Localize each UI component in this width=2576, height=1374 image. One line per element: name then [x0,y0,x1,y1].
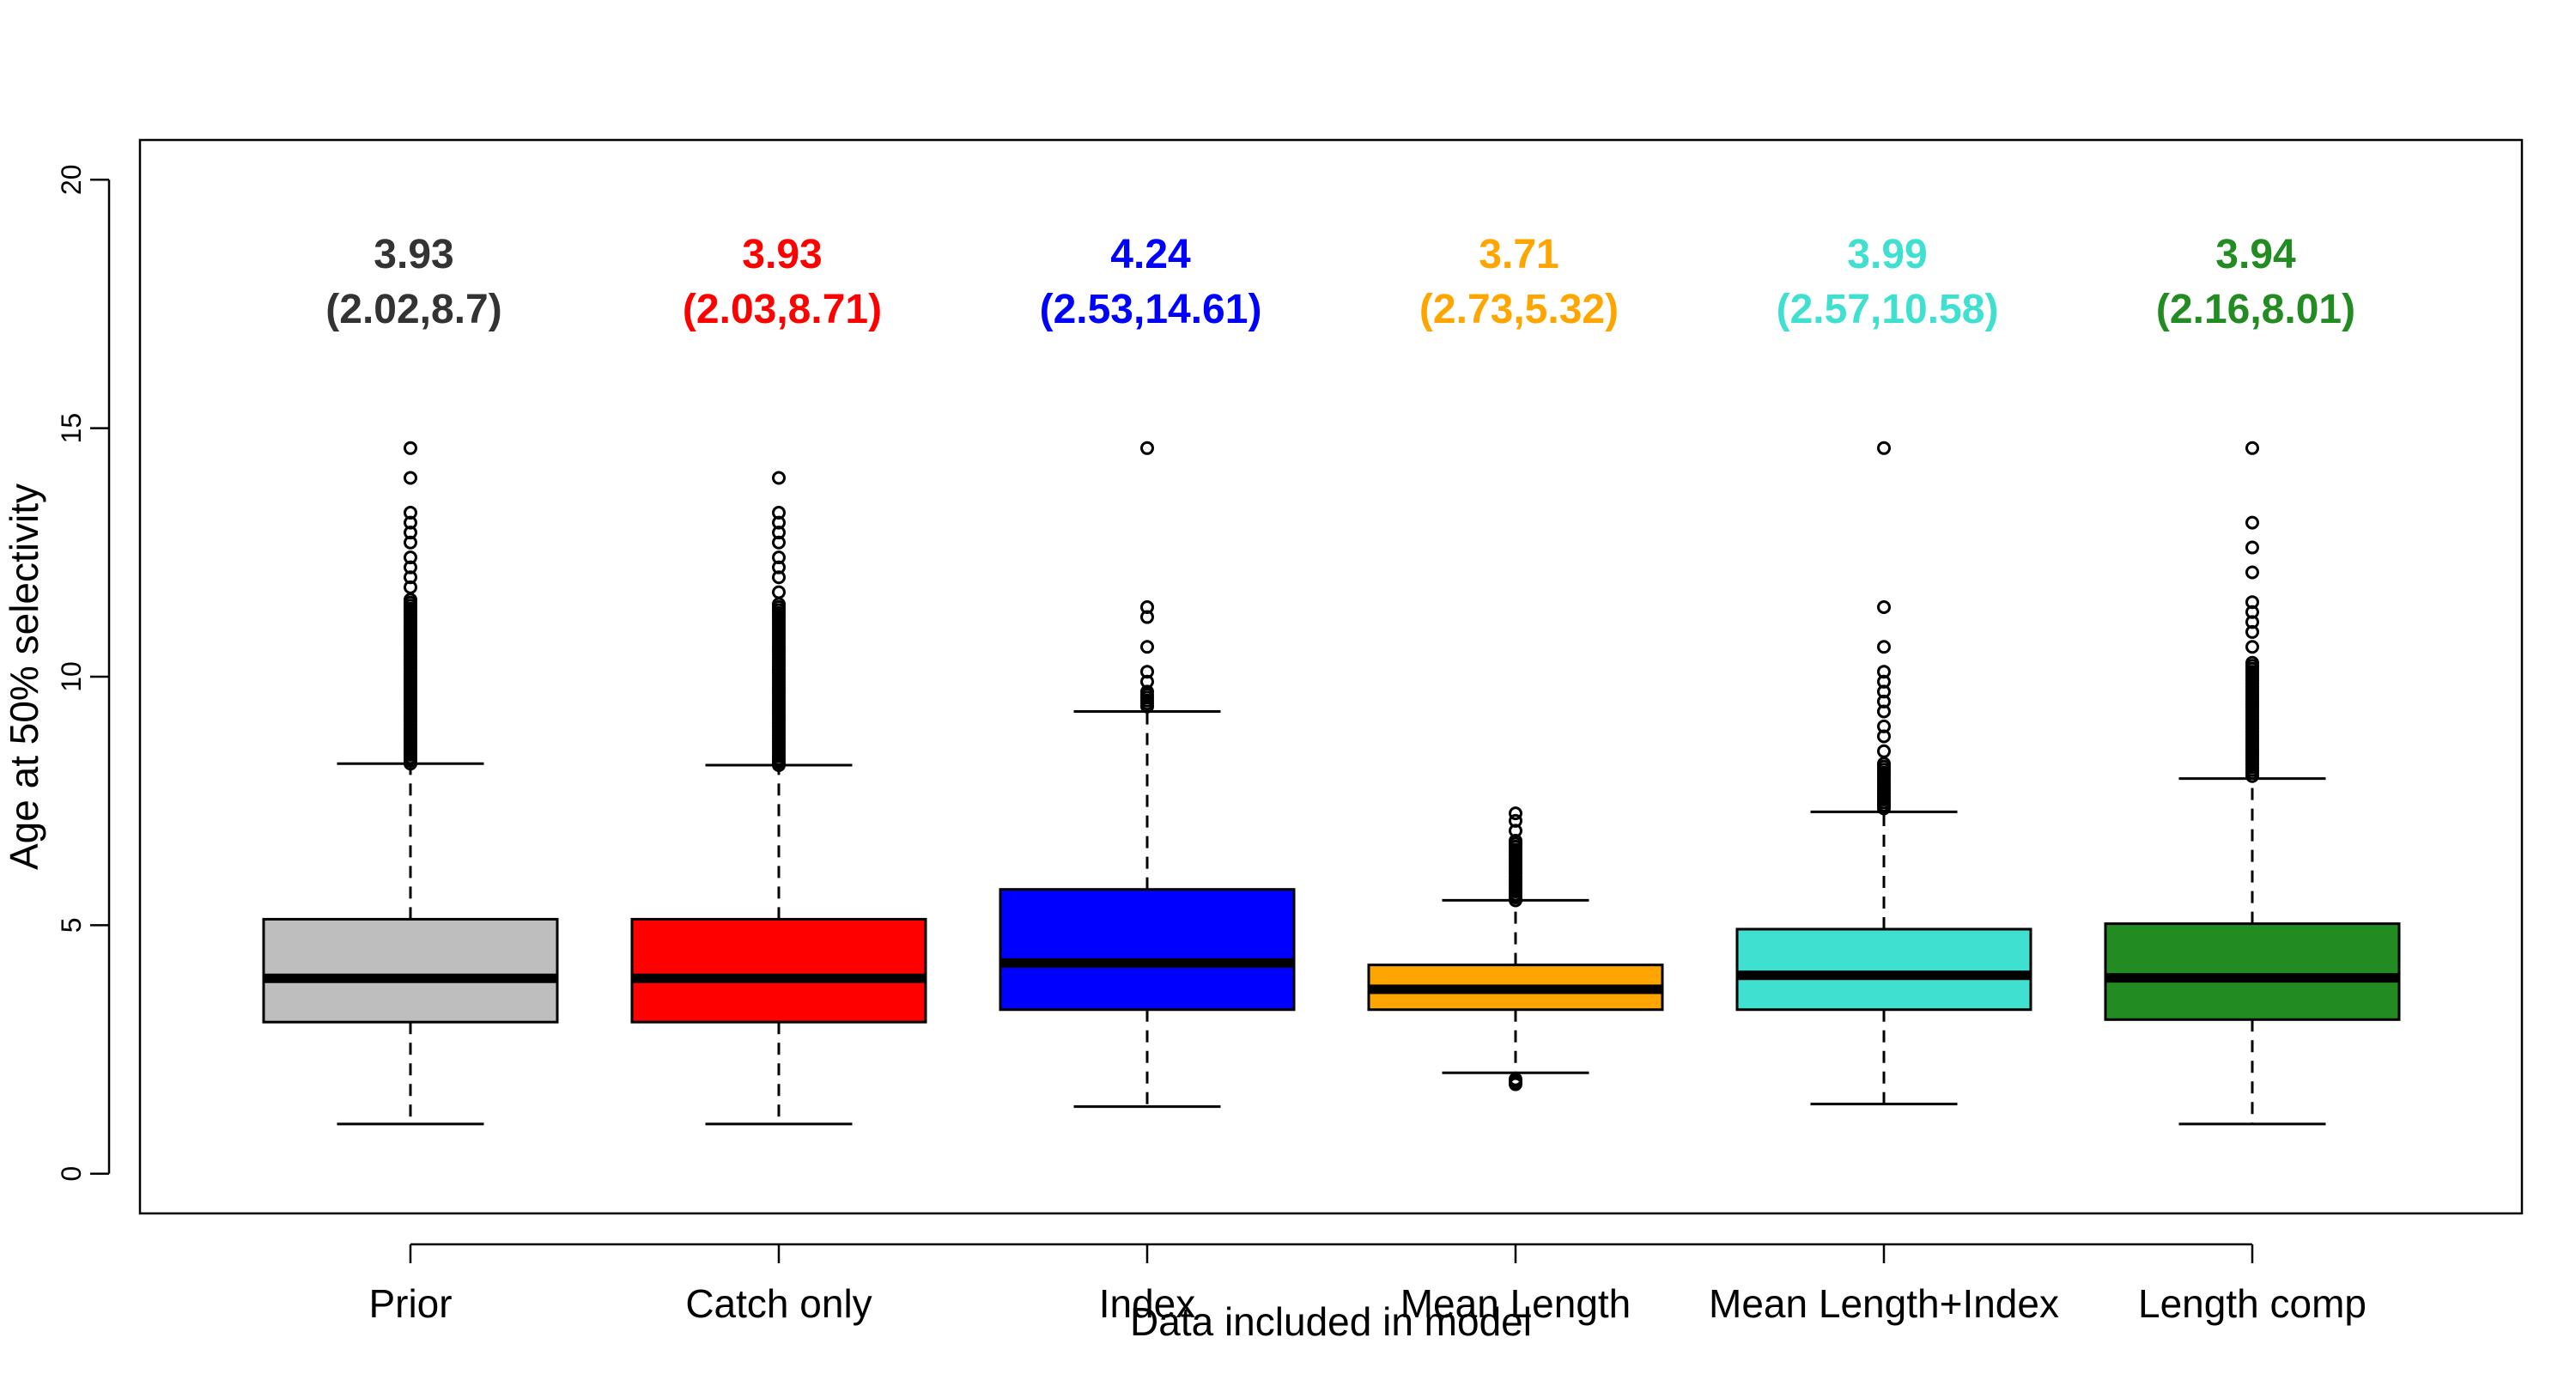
outlier-point [772,585,786,599]
outlier-point [1877,719,1891,733]
x-axis: Prior Catch only Index Mean Length Mean Leng… [368,1243,2366,1326]
outlier-point [1877,640,1891,654]
interval-annotation: (2.03,8.71) [683,287,882,332]
interval-annotation: (2.16,8.01) [2156,287,2355,332]
box-iqr [2104,922,2401,1021]
outlier-point [772,471,786,485]
y-axis: 0 5 10 15 20 [56,164,111,1182]
outlier-point [1509,813,1522,828]
y-tick-label: 15 [56,413,87,444]
outlier-point [772,550,786,565]
interval-annotation: (2.57,10.58) [1777,287,1999,332]
outlier-point [2245,595,2259,610]
box-group [2104,441,2401,1126]
outlier-point [2245,540,2259,555]
y-tick-label: 5 [56,917,87,933]
outlier-point [1140,441,1154,455]
outlier-point [2245,441,2259,455]
box-iqr [1735,927,2032,1012]
x-tick-label: Mean Length+Index [1709,1281,2059,1326]
median-annotation: 3.99 [1847,232,1927,277]
outlier-point [1877,599,1891,614]
outlier-point [404,550,417,565]
box-iqr [630,917,927,1024]
median-annotation: 3.94 [2215,232,2296,277]
boxplot-series [262,441,2401,1126]
x-tick-label: Prior [368,1281,452,1326]
box-iqr [262,917,559,1024]
box-group [630,471,927,1126]
x-axis-title: Data included in model [1130,1299,1532,1344]
box-group [1367,806,1664,1091]
median-annotation: 4.24 [1110,232,1191,277]
outlier-point [2245,565,2259,580]
outlier-point [1140,640,1154,654]
median-annotation: 3.71 [1479,232,1558,277]
outlier-point [1509,806,1522,821]
box-iqr [999,888,1296,1012]
outlier-point [2245,640,2259,654]
y-axis-title: Age at 50% selectivity [2,483,46,870]
outlier-point [1877,441,1891,455]
outlier-point [772,506,786,520]
x-tick-label: Mean Length [1400,1281,1631,1326]
outlier-point [2245,655,2259,670]
x-tick-label: Length comp [2138,1281,2366,1326]
outlier-point [404,471,417,485]
outlier-point [1877,665,1891,679]
outlier-point [404,506,417,520]
box-group [1735,441,2032,1106]
y-tick-label: 0 [56,1166,87,1182]
interval-annotation: (2.53,14.61) [1040,287,1262,332]
outlier-point [1877,744,1891,758]
box-group [262,441,559,1126]
outlier-point [1509,1072,1522,1086]
x-tick-label: Catch only [685,1281,872,1326]
y-tick-label: 10 [56,661,87,692]
y-tick-label: 20 [56,164,87,195]
outlier-point [1140,665,1154,679]
outlier-point [2245,515,2259,530]
interval-annotation: (2.73,5.32) [1419,287,1619,332]
box-group [999,441,1296,1109]
outlier-point [1140,599,1154,614]
median-annotation: 3.93 [742,232,822,277]
summary-annotations: 3.93 (2.02,8.7) 3.93 (2.03,8.71) 4.24 (2.53,1… [325,232,2355,332]
outlier-point [404,441,417,455]
interval-annotation: (2.02,8.7) [325,287,501,332]
median-annotation: 3.93 [374,232,453,277]
plot-frame [138,138,2524,1215]
x-tick-label: Index [1099,1281,1196,1326]
